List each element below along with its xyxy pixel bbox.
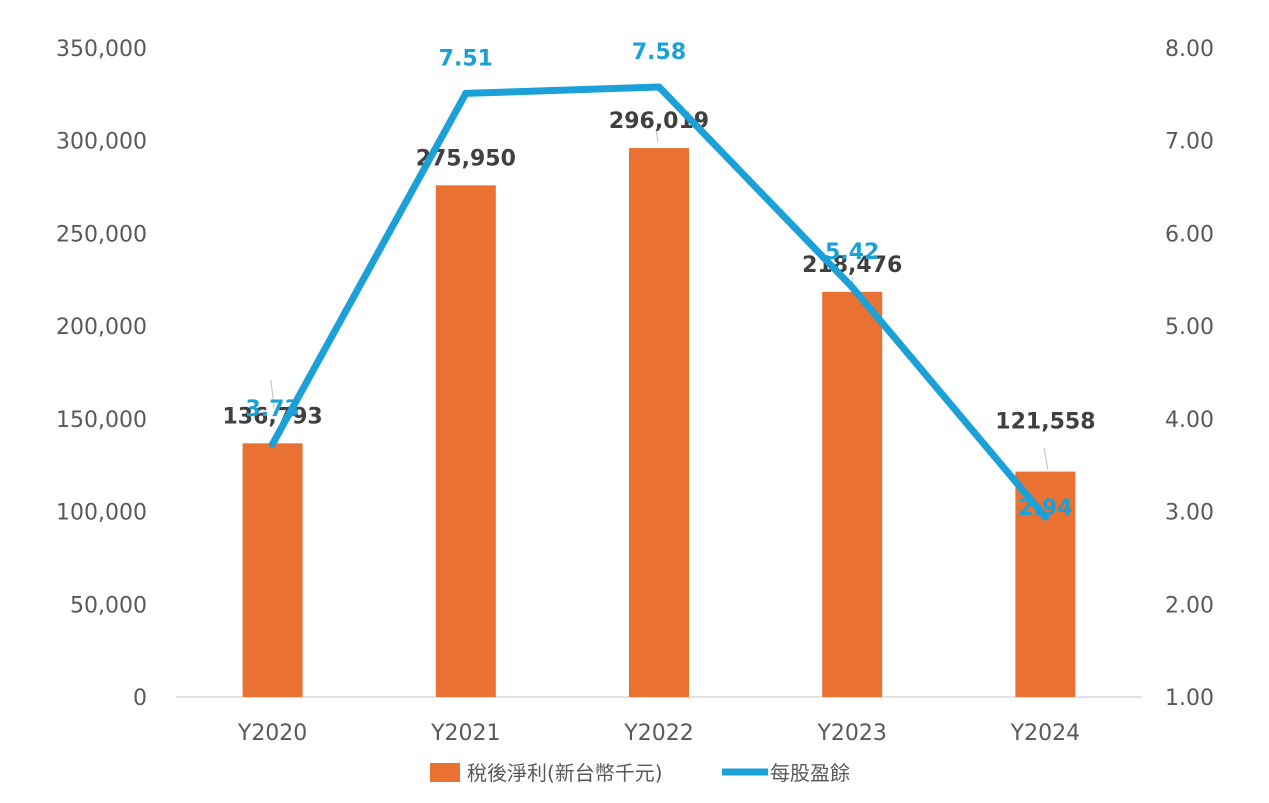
left-y-tick-label: 350,000 (56, 37, 147, 62)
bar (822, 291, 883, 697)
left-y-tick-label: 0 (133, 686, 147, 711)
legend-line-label: 每股盈餘 (770, 761, 850, 785)
eps-point (848, 283, 856, 291)
left-y-tick-label: 100,000 (56, 501, 147, 526)
line-data-label: 5.42 (825, 240, 879, 265)
left-y-tick-label: 200,000 (56, 315, 147, 340)
legend-bar-swatch (430, 763, 460, 782)
left-y-axis: 0 50,000 100,000 150,000 200,000 250,000 300,0… (56, 37, 147, 711)
right-y-tick-label: 6.00 (1165, 222, 1214, 247)
right-y-tick-label: 8.00 (1165, 37, 1214, 62)
line-data-label: 3.73 (245, 397, 299, 422)
right-y-tick-label: 7.00 (1165, 130, 1214, 155)
x-tick-label: Y2022 (623, 721, 693, 746)
x-axis: Y2020 Y2021 Y2022 Y2023 Y2024 (237, 721, 1080, 746)
bar (435, 185, 496, 697)
bar (629, 148, 689, 697)
line-series (269, 83, 1049, 521)
right-y-tick-label: 5.00 (1165, 315, 1214, 340)
bar-data-label: 136,793 (222, 404, 322, 429)
x-tick-label: Y2023 (816, 721, 886, 746)
legend-bar-label: 稅後淨利(新台幣千元) (467, 761, 663, 785)
x-tick-label: Y2024 (1010, 721, 1080, 746)
left-y-tick-label: 300,000 (56, 130, 147, 155)
bar-series (242, 148, 1076, 697)
eps-point (462, 89, 470, 97)
legend: 稅後淨利(新台幣千元) 每股盈餘 (430, 761, 850, 785)
bar (1015, 471, 1076, 697)
right-y-tick-label: 1.00 (1165, 686, 1214, 711)
x-tick-label: Y2021 (430, 721, 500, 746)
eps-point (269, 440, 277, 448)
right-y-axis: 1.00 2.00 3.00 4.00 5.00 6.00 7.00 8.00 (1165, 37, 1214, 711)
leader-line (1043, 447, 1049, 471)
line-data-label: 2.94 (1018, 496, 1072, 521)
bar (242, 443, 303, 697)
line-data-labels: 3.73 7.51 7.58 5.42 2.94 (245, 40, 1072, 521)
left-y-tick-label: 50,000 (70, 593, 147, 618)
right-y-tick-label: 2.00 (1165, 593, 1214, 618)
x-tick-label: Y2020 (237, 721, 307, 746)
line-data-label: 7.58 (632, 40, 686, 65)
eps-point (1041, 513, 1049, 521)
right-y-tick-label: 4.00 (1165, 408, 1214, 433)
bar-data-label: 121,558 (995, 410, 1095, 435)
leader-line (655, 129, 659, 143)
line-data-label: 7.51 (439, 46, 493, 71)
leader-line (270, 379, 275, 409)
right-y-tick-label: 3.00 (1165, 501, 1214, 526)
eps-point (655, 83, 663, 91)
left-y-tick-label: 250,000 (56, 222, 147, 247)
left-y-tick-label: 150,000 (56, 408, 147, 433)
